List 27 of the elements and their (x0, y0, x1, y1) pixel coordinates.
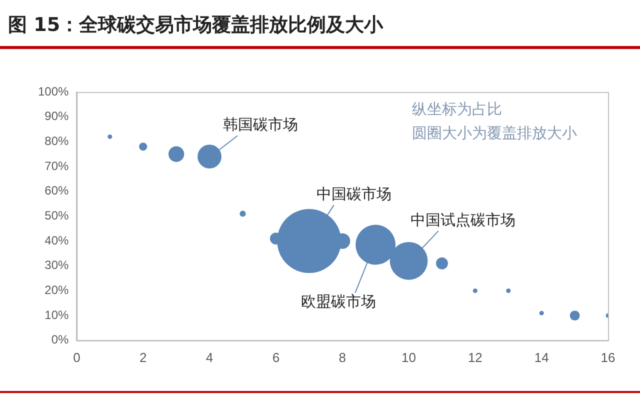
annotation: 圆圈大小为覆盖排放大小 (412, 124, 577, 142)
y-tick-label: 20% (44, 283, 70, 298)
x-tick-label: 0 (73, 350, 80, 365)
y-tick-label: 0% (51, 332, 70, 347)
y-tick-label: 30% (44, 258, 70, 272)
y-tick-label: 40% (44, 233, 70, 248)
y-tick-label: 60% (44, 184, 70, 198)
x-tick-label: 6 (272, 350, 280, 365)
x-tick-label: 4 (206, 350, 214, 365)
x-tick-label: 16 (600, 350, 616, 365)
y-tick-label: 90% (44, 109, 70, 124)
y-tick-label: 70% (44, 158, 70, 173)
annotation: 中国试点碳市场 (410, 210, 516, 229)
annotation: 韩国碳市场 (223, 115, 298, 134)
x-tick-label: 10 (402, 350, 416, 365)
annotation: 中国碳市场 (316, 184, 392, 203)
chart-title: 图 15：全球碳交易市场覆盖排放比例及大小 (8, 13, 384, 38)
x-tick-label: 14 (534, 350, 549, 365)
y-tick-label: 80% (44, 134, 70, 148)
y-tick-label: 100% (38, 84, 70, 98)
y-tick-label: 50% (44, 208, 70, 223)
x-tick-label: 12 (468, 350, 482, 365)
x-tick-label: 8 (338, 350, 346, 365)
y-tick-label: 10% (44, 308, 70, 322)
x-tick-label: 2 (139, 350, 147, 365)
annotation: 欧盟碳市场 (301, 292, 376, 311)
annotation: 纵坐标为占比 (412, 100, 502, 118)
